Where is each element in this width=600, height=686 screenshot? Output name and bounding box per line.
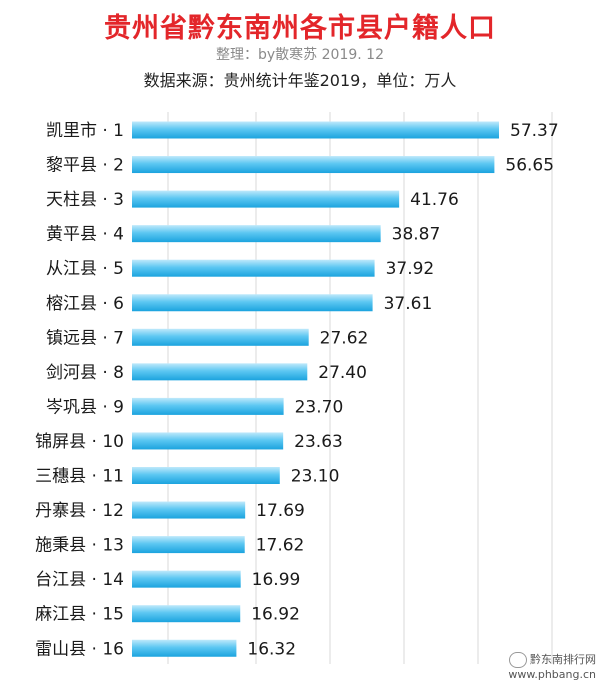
watermark-url: www.phbang.cn [508, 668, 596, 681]
bar [132, 467, 280, 484]
bar [132, 639, 237, 657]
value-label: 41.76 [410, 190, 459, 210]
bar [132, 501, 246, 519]
value-label: 17.69 [256, 501, 305, 521]
category-label: 黎平县 · 2 [46, 156, 124, 176]
bar [132, 225, 381, 243]
data-source-note: 数据来源：贵州统计年鉴2019，单位：万人 [143, 71, 457, 90]
bar [132, 190, 400, 208]
value-label: 23.63 [294, 432, 343, 452]
bar [132, 536, 245, 554]
category-label: 雷山县 · 16 [35, 639, 124, 659]
category-label: 凯里市 · 1 [46, 121, 124, 141]
bar [132, 259, 375, 277]
category-label: 锦屏县 · 10 [35, 432, 124, 452]
value-label: 37.61 [384, 294, 433, 314]
watermark-name: 黔东南排行网 [530, 653, 596, 666]
value-label: 16.92 [251, 605, 300, 625]
chart-subtitle: 整理：by散寒苏 2019. 12 [216, 47, 384, 63]
value-label: 16.99 [252, 570, 301, 590]
category-label: 镇远县 · 7 [46, 328, 124, 348]
category-label: 剑河县 · 8 [46, 363, 124, 383]
value-label: 27.40 [318, 363, 367, 383]
value-label: 38.87 [392, 225, 441, 245]
value-label: 37.92 [386, 259, 435, 279]
wechat-icon [509, 652, 527, 668]
value-label: 56.65 [505, 156, 554, 176]
bar [132, 605, 241, 623]
bars: 凯里市 · 1 57.37 黎平县 · 2 56.65 天柱县 · 3 41.76 黄平县 … [35, 121, 559, 659]
bar [132, 397, 284, 415]
bar [132, 363, 308, 381]
category-label: 黄平县 · 4 [46, 225, 124, 245]
category-label: 台江县 · 14 [35, 570, 124, 590]
watermark: 黔东南排行网 www.phbang.cn [508, 652, 596, 682]
value-label: 23.10 [291, 467, 340, 487]
category-label: 从江县 · 5 [46, 259, 124, 279]
category-label: 三穗县 · 11 [35, 467, 124, 487]
category-label: 麻江县 · 15 [35, 605, 124, 625]
value-label: 57.37 [510, 121, 559, 141]
category-label: 丹寨县 · 12 [35, 501, 124, 521]
category-label: 榕江县 · 6 [46, 294, 124, 314]
value-label: 17.62 [256, 536, 305, 556]
category-label: 天柱县 · 3 [46, 190, 124, 210]
value-label: 23.70 [295, 397, 344, 417]
category-label: 岑巩县 · 9 [46, 397, 124, 417]
bar [132, 432, 284, 450]
chart-title: 贵州省黔东南州各市县户籍人口 [104, 13, 496, 44]
value-label: 27.62 [320, 328, 369, 348]
bar [132, 121, 499, 139]
value-label: 16.32 [247, 639, 296, 659]
bar [132, 294, 373, 312]
bar [132, 570, 241, 588]
bar [132, 156, 495, 174]
bar [132, 328, 309, 346]
category-label: 施秉县 · 13 [35, 536, 124, 556]
